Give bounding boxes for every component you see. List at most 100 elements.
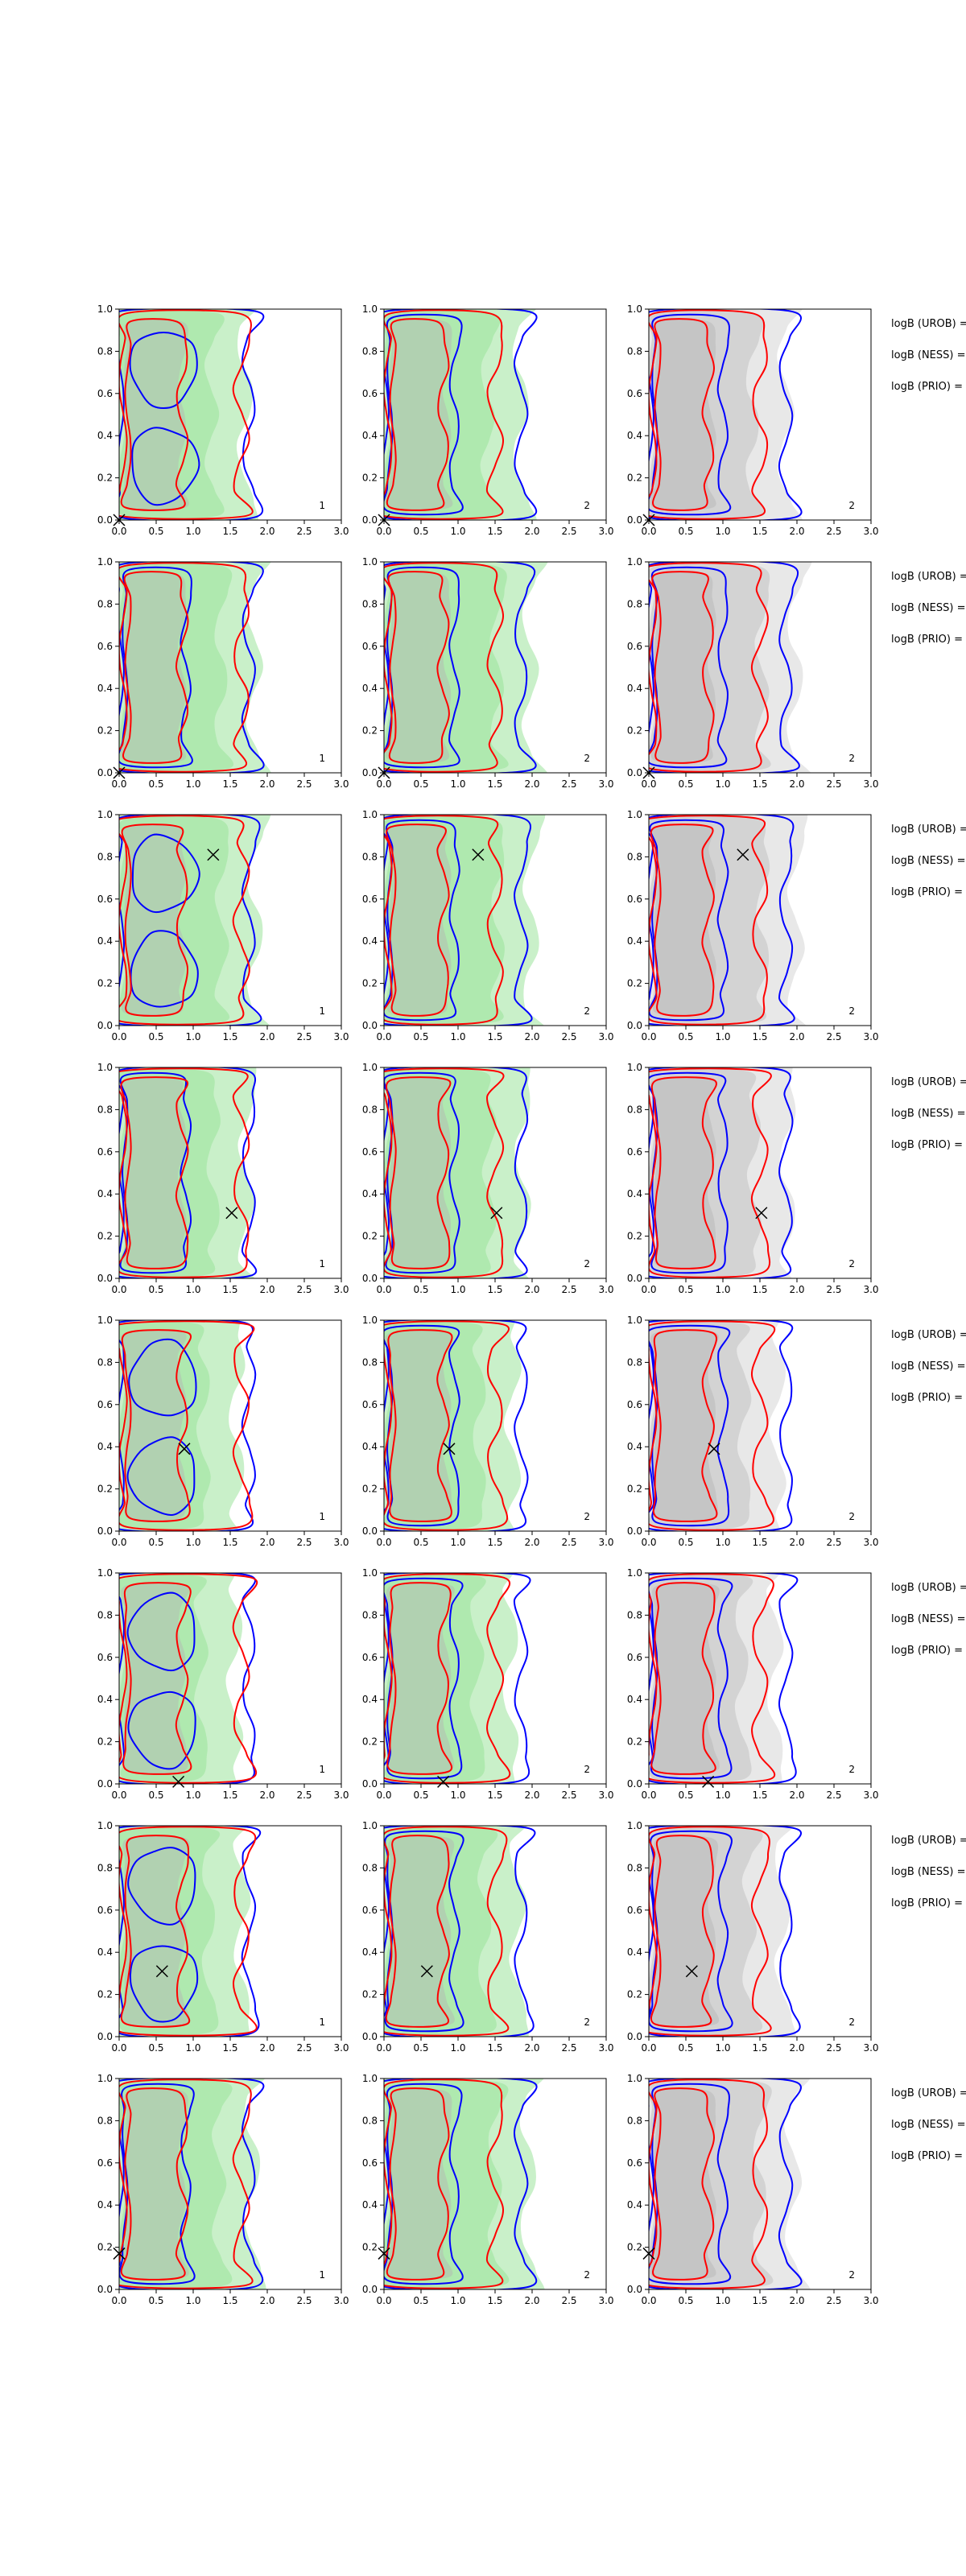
y-tick-label: 0.4 <box>627 2199 642 2211</box>
density-region-outer <box>649 562 812 773</box>
y-tick-label: 0.8 <box>97 598 113 609</box>
blue-contour-outer <box>384 309 538 520</box>
density-region-core <box>386 1835 455 2027</box>
panel-note: 1 <box>319 500 325 511</box>
y-tick-label: 0.4 <box>362 1946 378 1958</box>
x-tick-label: 0.0 <box>376 1537 391 1548</box>
blue-contour-loop <box>131 427 200 506</box>
y-tick-label: 0.0 <box>362 1525 378 1537</box>
red-contour-outer <box>119 1826 258 2037</box>
y-tick-label: 0.2 <box>362 725 378 737</box>
density-region-inner <box>649 1068 762 1278</box>
x-tick-label: 3.0 <box>863 526 878 537</box>
x-tick-label: 2.5 <box>296 2295 312 2306</box>
y-tick-label: 0.4 <box>627 430 642 441</box>
side-label: logB (NESS) = <box>891 1613 965 1625</box>
x-tick-label: 1.5 <box>752 2042 767 2054</box>
x-tick-label: 3.0 <box>598 1537 613 1548</box>
y-tick-label: 0.4 <box>362 935 378 947</box>
red-contour-inner <box>120 2087 189 2281</box>
x-tick-label: 1.0 <box>715 1790 730 1801</box>
y-tick-label: 0.6 <box>627 1652 642 1663</box>
y-tick-label: 1.0 <box>627 1820 642 1831</box>
panel-r8-c2: 0.0 0.5 1.0 1.5 2.0 2.5 3.0 0.0 0.2 0.4 0.6 0.8 1.0 2 <box>362 2073 614 2306</box>
x-tick-label: 3.0 <box>863 1031 878 1042</box>
reference-marker <box>172 1775 185 1788</box>
density-region-inner <box>384 1574 486 1783</box>
density-region-core <box>120 2088 189 2280</box>
x-tick-label: 0.5 <box>413 1031 428 1042</box>
x-tick-label: 1.0 <box>185 1790 200 1801</box>
x-tick-label: 0.5 <box>148 1790 163 1801</box>
x-tick-label: 2.0 <box>524 2042 539 2054</box>
y-tick-label: 1.0 <box>97 809 113 820</box>
x-tick-label: 0.0 <box>111 2042 126 2054</box>
blue-contour-outer <box>649 2079 803 2289</box>
density-region-core <box>386 824 452 1016</box>
density-region-core <box>650 824 716 1016</box>
y-tick-label: 1.0 <box>97 303 113 315</box>
side-label: logB (NESS) = <box>891 1866 965 1878</box>
x-tick-label: 3.0 <box>333 1284 349 1295</box>
x-tick-label: 2.5 <box>561 1790 576 1801</box>
y-tick-label: 0.8 <box>362 1609 378 1620</box>
x-tick-label: 3.0 <box>598 1031 613 1042</box>
y-tick-label: 0.6 <box>97 641 113 652</box>
x-tick-label: 1.5 <box>222 1031 237 1042</box>
density-region-core <box>120 572 187 763</box>
x-tick-label: 1.0 <box>450 526 465 537</box>
x-tick-label: 1.0 <box>715 2042 730 2054</box>
blue-contour-outer <box>649 1320 794 1531</box>
red-contour-inner <box>121 824 189 1017</box>
x-tick-label: 1.0 <box>450 1790 465 1801</box>
x-tick-label: 2.0 <box>524 1284 539 1295</box>
y-tick-label: 0.6 <box>97 1146 113 1158</box>
x-tick-label: 2.0 <box>789 2295 804 2306</box>
red-contour-inner <box>386 2087 450 2281</box>
density-region-core <box>650 1835 720 2027</box>
panel-r5-c2: 0.0 0.5 1.0 1.5 2.0 2.5 3.0 0.0 0.2 0.4 0.6 0.8 1.0 2 <box>362 1315 614 1548</box>
side-label: logB (PRIO) = <box>891 381 963 393</box>
y-tick-label: 0.6 <box>97 1652 113 1663</box>
reference-marker <box>702 1775 715 1788</box>
x-tick-label: 2.5 <box>826 1031 841 1042</box>
y-tick-label: 0.8 <box>97 345 113 357</box>
side-label: logB (NESS) = <box>891 855 965 867</box>
y-tick-label: 0.0 <box>627 1020 642 1031</box>
panel-r7-c2: 0.0 0.5 1.0 1.5 2.0 2.5 3.0 0.0 0.2 0.4 0.6 0.8 1.0 2 <box>362 1820 614 2054</box>
y-tick-label: 0.0 <box>362 1273 378 1284</box>
x-tick-label: 2.5 <box>561 1284 576 1295</box>
y-tick-label: 0.2 <box>627 473 642 484</box>
y-tick-label: 0.6 <box>97 2157 113 2169</box>
y-tick-label: 0.0 <box>627 2031 642 2042</box>
y-tick-label: 0.6 <box>627 894 642 905</box>
density-region-core <box>650 2088 716 2280</box>
x-tick-label: 0.0 <box>376 2042 391 2054</box>
x-tick-label: 2.0 <box>259 1537 275 1548</box>
x-tick-label: 1.5 <box>222 1284 237 1295</box>
y-tick-label: 0.6 <box>97 894 113 905</box>
y-tick-label: 0.0 <box>97 1778 113 1790</box>
x-tick-label: 0.5 <box>413 1537 428 1548</box>
side-label: logB (NESS) = <box>891 602 965 614</box>
x-tick-label: 1.0 <box>450 778 465 790</box>
x-tick-label: 1.0 <box>715 1284 730 1295</box>
y-tick-label: 0.6 <box>362 1146 378 1158</box>
side-label: logB (NESS) = <box>891 2119 965 2131</box>
y-tick-label: 1.0 <box>97 1820 113 1831</box>
y-tick-label: 1.0 <box>627 556 642 568</box>
density-region-outer <box>119 1067 257 1278</box>
x-tick-label: 3.0 <box>333 778 349 790</box>
x-tick-label: 0.0 <box>111 1790 126 1801</box>
y-tick-label: 1.0 <box>627 1062 642 1073</box>
x-tick-label: 1.5 <box>752 1284 767 1295</box>
red-contour-inner <box>650 1076 717 1269</box>
panel-note: 1 <box>319 1005 325 1017</box>
x-tick-label: 3.0 <box>863 1790 878 1801</box>
x-tick-label: 1.0 <box>715 778 730 790</box>
panel-note: 2 <box>584 500 590 511</box>
density-region-inner <box>384 310 502 519</box>
x-tick-label: 3.0 <box>863 2295 878 2306</box>
y-tick-label: 0.8 <box>627 2115 642 2126</box>
